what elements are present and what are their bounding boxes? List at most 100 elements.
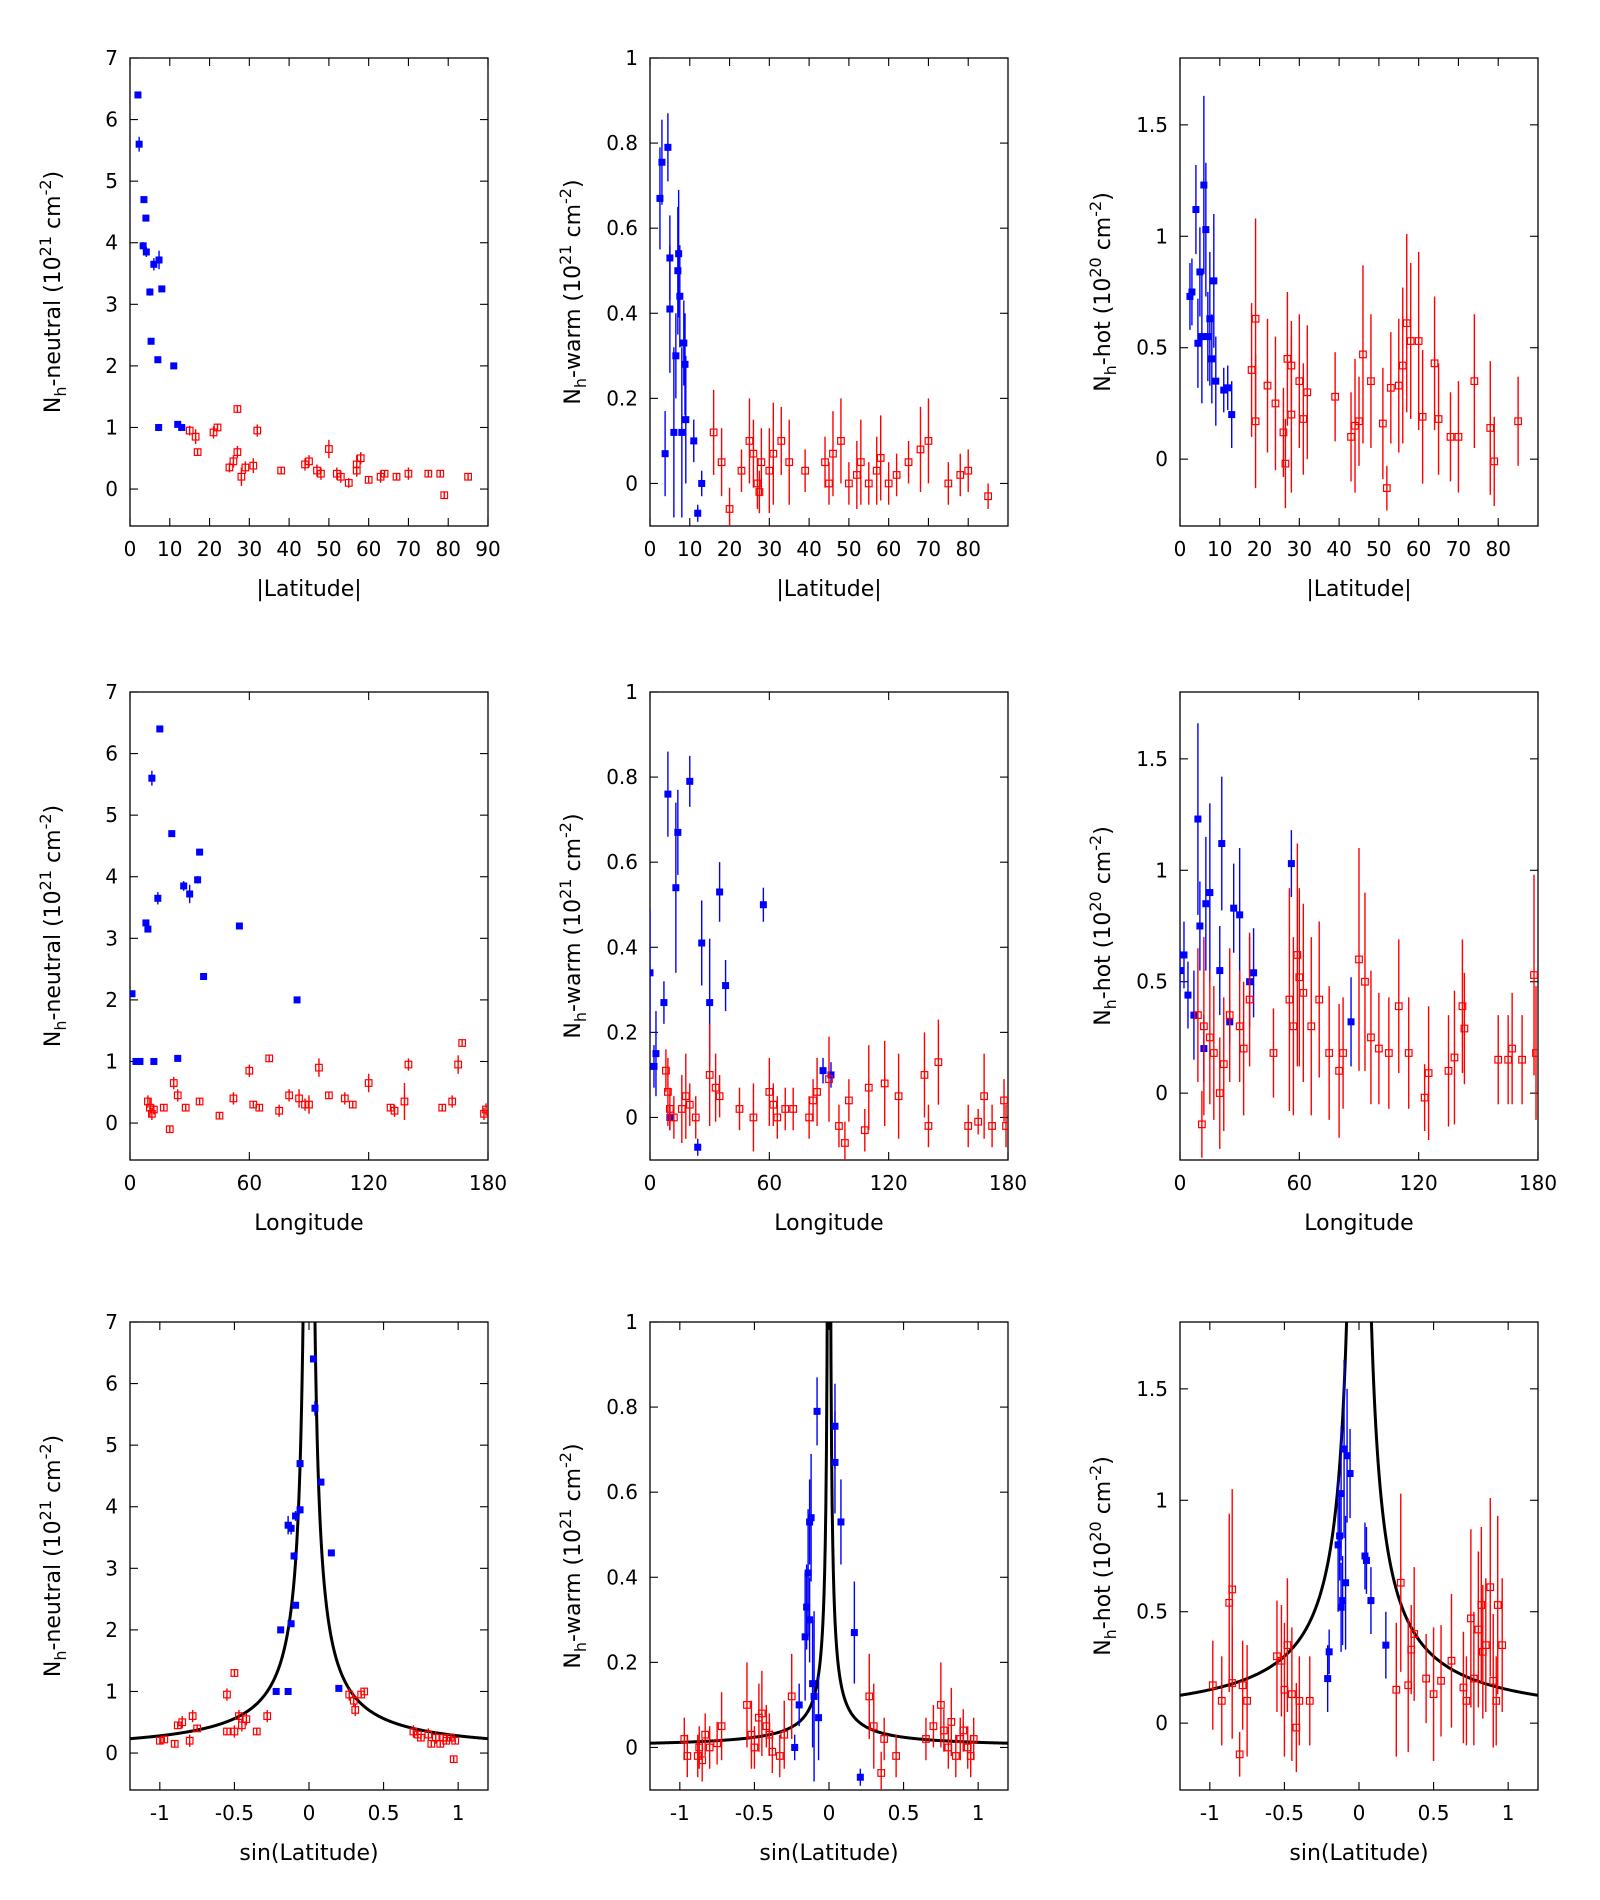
point-inner [296,1460,304,1468]
y-tick-label: 4 [105,1495,118,1519]
point-outer [750,1743,759,1752]
point-outer [662,1066,670,1075]
y-tick-label: 2 [105,354,118,378]
point-inner [235,922,243,930]
x-tick-label: -0.5 [1265,1801,1304,1825]
point-outer [1263,381,1272,390]
y-tick-label: 0.6 [606,1480,638,1504]
x-tick-label: 80 [1485,537,1510,561]
point-inner [813,1407,821,1415]
x-tick-label: 120 [870,1171,908,1195]
point-outer [255,1103,264,1112]
point-outer [844,479,853,488]
point-outer [821,458,829,467]
point-inner [1200,181,1208,189]
y-tick-label: 1.5 [1136,113,1168,137]
point-inner [196,848,204,856]
y-tick-label: 1.5 [1136,1377,1168,1401]
point-inner [652,1050,660,1058]
point-inner [296,1506,304,1514]
point-inner [317,1478,325,1486]
plot-frame [129,1321,489,1791]
x-axis-title: |Latitude| [776,577,881,602]
x-tick-label: 60 [1406,537,1431,561]
point-inner [658,158,666,166]
series-outer [709,389,993,526]
plot-area [130,725,488,1134]
point-outer [1283,1641,1292,1650]
point-inner [150,1057,158,1065]
point-outer [392,472,401,481]
point-inner [664,790,672,798]
point-inner [1347,1018,1355,1026]
point-inner [1194,339,1202,347]
panel-lat-hot: 0 10 20 30 40 50 60 70 80 0 0.5 1 1.5 |Latitude| Nh-ho… [1086,57,1539,602]
point-outer [416,1733,425,1742]
plot-area [656,113,993,526]
y-tick-label: 0 [105,1111,118,1135]
series-outer [185,405,473,500]
point-inner [1342,1579,1350,1587]
point-outer [458,1039,467,1047]
point-outer [242,1715,251,1724]
point-outer [924,1122,933,1130]
point-inner [287,1620,295,1628]
point-inner [674,828,682,836]
y-tick-label: 0.2 [606,1650,638,1674]
x-tick-label: 60 [356,537,381,561]
y-axis-title: Nh-neutral (1021 cm-2) [36,805,70,1047]
series-outer [1247,218,1523,511]
point-inner [1339,1597,1347,1605]
point-outer [864,479,873,488]
point-outer [1444,1066,1453,1075]
point-outer [364,475,373,484]
point-inner [168,830,176,838]
point-outer [356,454,365,463]
point-outer [835,1122,843,1130]
point-outer [780,1730,789,1739]
point-inner [807,1514,815,1522]
point-inner [1210,277,1218,285]
point-outer [864,1083,873,1092]
point-outer [229,457,238,466]
point-outer [1228,1679,1237,1687]
fit-curve-left [650,1322,829,1745]
point-outer [1486,1583,1495,1592]
point-outer [464,472,473,481]
point-inner [670,428,678,436]
x-tick-label: 0 [124,1171,137,1195]
point-outer [178,1718,187,1727]
series-inner [650,751,835,1156]
point-outer [252,1727,261,1736]
y-tick-label: 0.2 [606,1020,638,1044]
point-inner [1346,1470,1354,1478]
x-tick-label: 1 [972,1801,985,1825]
point-outer [1404,1049,1413,1057]
x-tick-label: 30 [757,537,782,561]
point-outer [844,1096,853,1105]
point-outer [717,1722,726,1731]
point-outer [755,488,764,496]
point-outer [209,428,218,437]
x-tick-label: 60 [237,1171,262,1195]
point-outer [1287,361,1296,370]
point-outer [1437,1676,1445,1685]
point-outer [149,1105,158,1114]
point-outer [1424,1069,1433,1077]
plot-area [130,1322,488,1764]
point-outer [160,1735,169,1744]
x-tick-label: 10 [157,537,182,561]
point-inner [1218,840,1226,848]
point-outer [787,1692,796,1701]
point-inner [810,1692,818,1700]
x-tick-label: 10 [1207,537,1232,561]
point-inner [1367,1597,1375,1605]
point-inner [694,509,702,517]
point-inner [1343,1452,1351,1460]
point-inner [1324,1675,1332,1683]
point-inner [1204,333,1212,341]
point-outer [757,458,766,467]
point-outer [749,449,758,458]
point-outer [829,449,837,458]
y-tick-label: 4 [105,865,118,889]
